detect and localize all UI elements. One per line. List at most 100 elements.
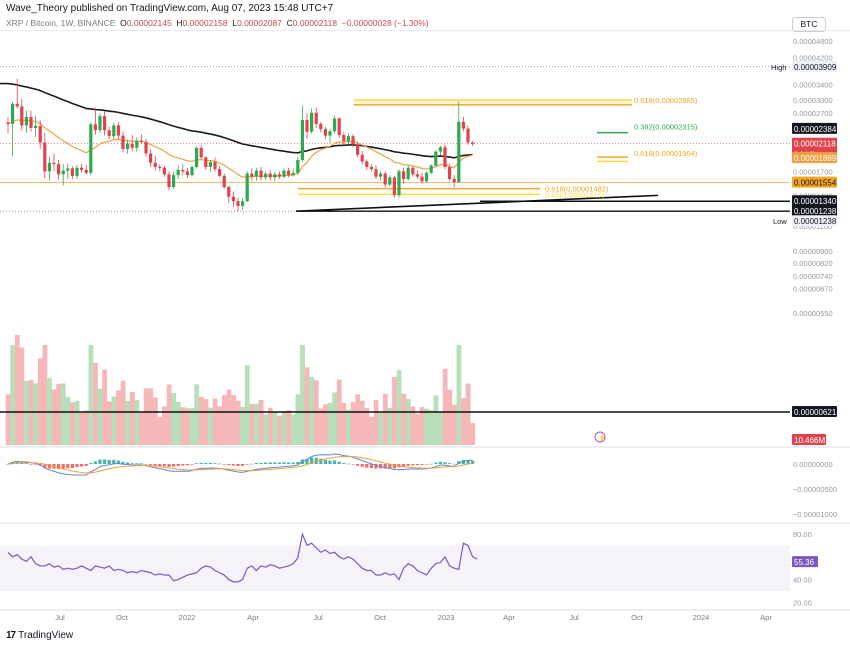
candle-down: [337, 118, 341, 136]
low-value: 0.00002087: [236, 18, 282, 28]
candle-up: [328, 131, 332, 136]
volume-bar: [175, 402, 181, 445]
volume-bar: [442, 368, 448, 445]
candle-down: [356, 144, 360, 155]
volume-bar: [465, 383, 471, 445]
open-value: 0.00002145: [126, 18, 172, 28]
candle-down: [227, 187, 231, 197]
macd-histogram-bar: [323, 459, 327, 464]
candle-down: [213, 162, 217, 170]
macd-histogram-bar: [126, 462, 130, 464]
candle-down: [116, 125, 120, 136]
high-label: High: [771, 63, 786, 72]
macd-histogram-bar: [57, 464, 61, 470]
volume-bar: [111, 396, 117, 445]
volume-bar: [254, 403, 259, 445]
macd-histogram-bar: [342, 463, 346, 464]
macd-histogram-bar: [112, 459, 116, 464]
volume-bar: [240, 406, 246, 445]
price-tick-label: 0.00004800: [793, 37, 833, 46]
volume-bar: [79, 413, 85, 445]
candle-up: [24, 117, 28, 126]
macd-histogram-bar: [383, 464, 387, 469]
volume-bar: [396, 370, 402, 445]
candle-down: [139, 140, 143, 142]
candle-up: [208, 162, 212, 167]
volume-bar: [382, 393, 388, 445]
volume-bar: [212, 398, 218, 445]
volume-bar: [19, 347, 25, 445]
volume-bar: [364, 408, 370, 445]
volume-bar: [217, 406, 223, 445]
macd-histogram-bar: [282, 462, 286, 464]
close-label: C: [286, 18, 293, 28]
macd-histogram-bar: [434, 462, 438, 464]
price-tick-label: 0.00000900: [793, 247, 833, 256]
candle-down: [80, 167, 84, 170]
ema-price-badge: 0.00002384: [794, 125, 837, 134]
candle-down: [461, 121, 465, 129]
ema200-line: [0, 82, 473, 159]
macd-histogram-bar: [250, 463, 254, 465]
ema50-price-badge-bg: [792, 152, 837, 164]
volume-bar: [10, 345, 16, 445]
chart-header: Wave_Theory published on TradingView.com…: [0, 0, 850, 32]
volume-bar: [456, 345, 462, 445]
volume-bar: [221, 395, 227, 445]
trendline: [295, 194, 659, 212]
volume-bar: [208, 407, 213, 445]
tradingview-logo-icon: 17: [6, 630, 16, 641]
macd-histogram-bar: [365, 464, 369, 468]
candle-down: [236, 201, 240, 207]
candle-down: [351, 136, 355, 145]
volume-bar: [171, 393, 177, 445]
currency-badge[interactable]: BTC: [792, 17, 826, 32]
macd-histogram-bar: [268, 462, 272, 464]
rsi-tick-label: 20.00: [793, 598, 812, 607]
candle-down: [360, 154, 364, 162]
time-tick-label: Jul: [569, 613, 579, 622]
macd-histogram-bar: [153, 464, 157, 466]
candle-up: [61, 170, 65, 175]
macd-histogram-bar: [254, 463, 258, 464]
volume-bar: [350, 402, 356, 445]
macd-histogram-bar: [287, 462, 291, 464]
support-price-badge-bg: [792, 195, 837, 207]
volume-bar: [143, 388, 149, 445]
volume-value-badge: 10.466M: [794, 436, 825, 445]
fib-label: 0.382(0.00002315): [634, 123, 698, 132]
candle-down: [20, 106, 24, 126]
header-divider: [0, 30, 850, 31]
price-tick-label: 0.00000670: [793, 284, 833, 293]
candle-down: [374, 169, 378, 177]
volume-bar: [410, 406, 416, 445]
volume-bar: [235, 400, 241, 445]
macd-histogram-bar: [144, 464, 148, 465]
macd-histogram-bar: [121, 461, 125, 464]
volume-bar: [162, 406, 167, 445]
candle-down: [103, 116, 107, 131]
macd-histogram-bar: [103, 459, 107, 464]
macd-histogram-bar: [333, 460, 337, 464]
volume-bar: [419, 406, 425, 445]
macd-histogram-bar: [158, 464, 162, 466]
candle-up: [11, 103, 15, 124]
volume-bar: [148, 388, 154, 445]
macd-histogram-bar: [231, 464, 235, 466]
macd-histogram-bar: [438, 461, 442, 464]
high-label: H: [176, 18, 183, 28]
volume-bar: [125, 400, 131, 445]
volume-bar: [203, 399, 209, 445]
candle-up: [34, 125, 38, 129]
volume-bar: [341, 402, 347, 445]
candle-up: [264, 173, 268, 178]
candle-down: [15, 103, 19, 107]
high-value: 0.00002158: [182, 18, 228, 28]
volume-bar: [74, 400, 80, 445]
candle-down: [365, 161, 369, 167]
volume-bar: [194, 384, 200, 445]
volume-bar: [93, 362, 98, 445]
candle-down: [287, 170, 291, 176]
macd-histogram-bar: [139, 463, 143, 464]
